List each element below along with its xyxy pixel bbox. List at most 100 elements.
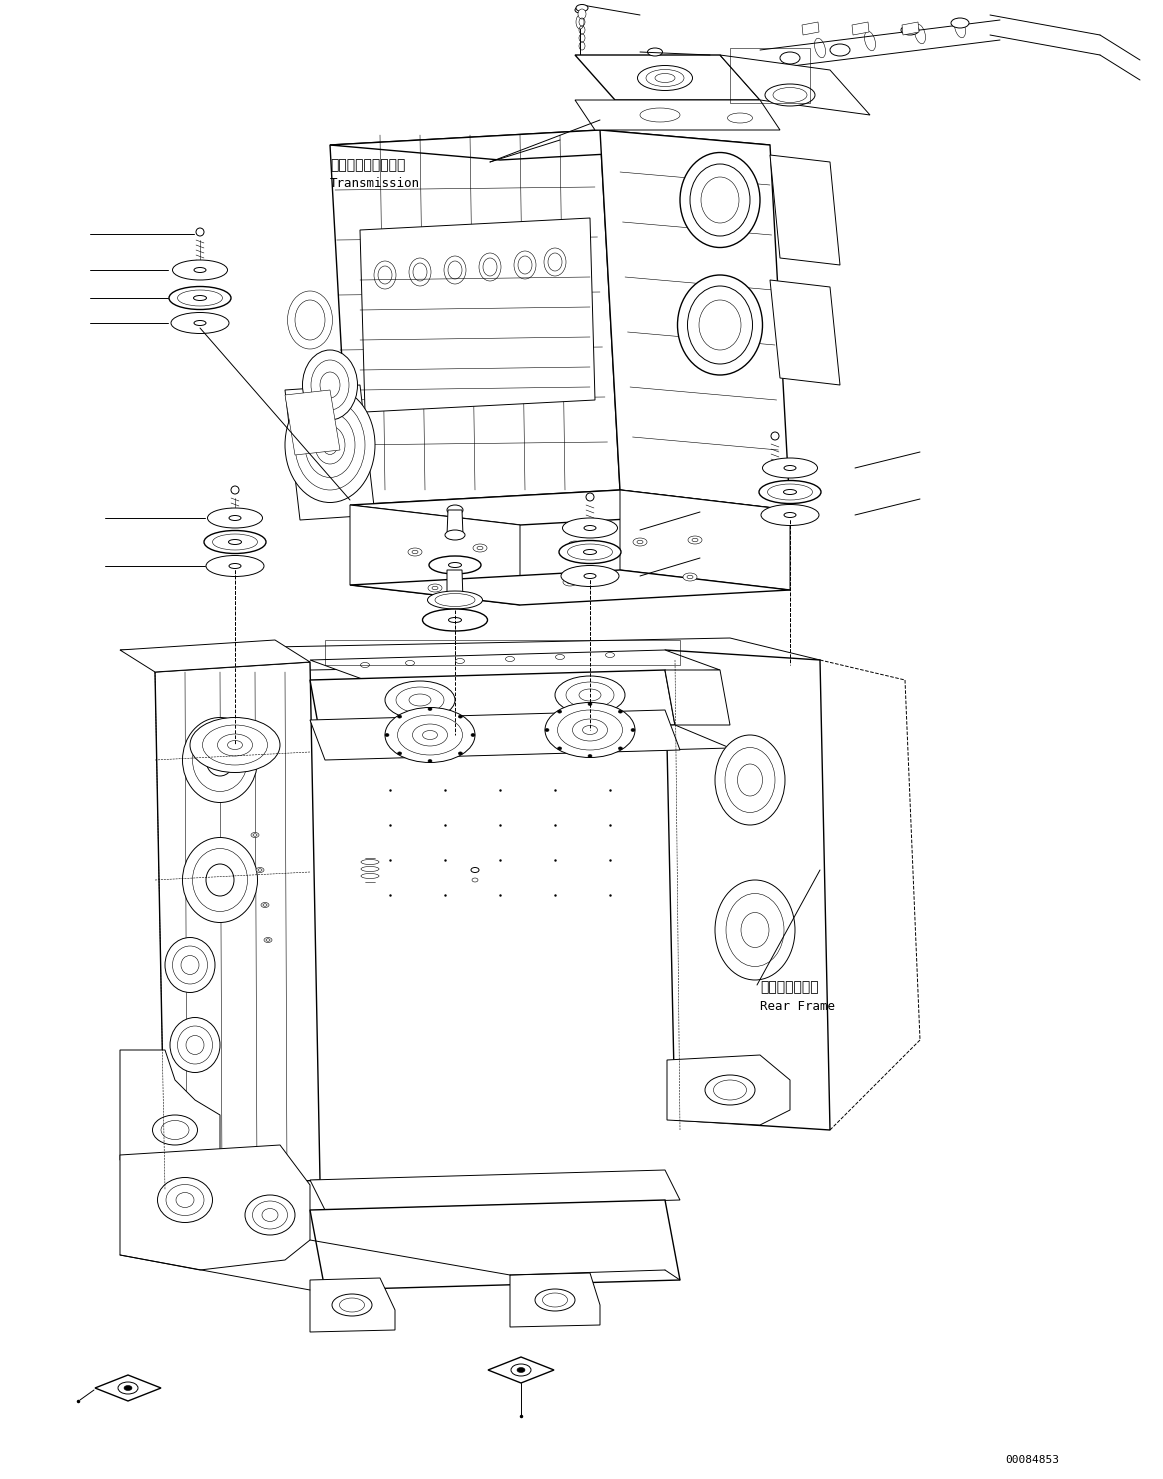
Ellipse shape [385,734,388,737]
Ellipse shape [692,538,698,541]
Ellipse shape [194,268,206,272]
Ellipse shape [287,291,333,349]
Ellipse shape [556,655,564,660]
Ellipse shape [687,575,693,578]
Ellipse shape [157,1177,213,1223]
Polygon shape [311,1199,680,1290]
Ellipse shape [784,466,795,470]
Ellipse shape [361,663,370,667]
Ellipse shape [471,734,475,737]
Ellipse shape [737,765,763,796]
Ellipse shape [566,682,614,708]
Ellipse shape [557,710,562,713]
Ellipse shape [176,1192,194,1207]
Ellipse shape [197,228,204,237]
Ellipse shape [361,874,379,879]
Ellipse shape [557,747,562,750]
Ellipse shape [186,1035,204,1055]
Ellipse shape [445,529,465,540]
Polygon shape [902,22,919,35]
Polygon shape [447,510,463,535]
Polygon shape [770,280,840,385]
Ellipse shape [152,1115,198,1145]
Ellipse shape [545,729,549,732]
Ellipse shape [406,661,414,666]
Ellipse shape [632,729,635,732]
Ellipse shape [385,707,475,763]
Ellipse shape [575,7,585,13]
Polygon shape [447,569,463,600]
Ellipse shape [266,939,270,941]
Ellipse shape [563,578,577,586]
Polygon shape [120,637,820,671]
Ellipse shape [741,913,769,948]
Ellipse shape [262,1208,278,1222]
Ellipse shape [322,435,337,454]
Ellipse shape [473,544,487,552]
Ellipse shape [584,525,595,531]
Ellipse shape [315,426,345,464]
Ellipse shape [217,734,252,756]
Polygon shape [311,1170,680,1210]
Ellipse shape [606,652,614,658]
Polygon shape [802,22,819,35]
Ellipse shape [165,938,215,992]
Ellipse shape [398,716,401,719]
Ellipse shape [572,719,607,741]
Ellipse shape [559,540,621,563]
Ellipse shape [511,1364,531,1375]
Ellipse shape [619,710,622,713]
Ellipse shape [422,731,437,740]
Polygon shape [665,649,830,1130]
Polygon shape [668,1055,790,1126]
Ellipse shape [637,65,692,90]
Text: Rear Frame: Rear Frame [759,1000,835,1013]
Ellipse shape [256,868,264,873]
Polygon shape [600,130,790,510]
Polygon shape [320,725,730,759]
Polygon shape [311,649,720,680]
Ellipse shape [207,507,263,528]
Polygon shape [665,670,730,725]
Bar [324,640,680,666]
Ellipse shape [124,1386,131,1390]
Polygon shape [330,130,620,504]
Ellipse shape [409,257,431,285]
Ellipse shape [169,287,231,309]
Ellipse shape [771,432,779,439]
Ellipse shape [181,955,199,975]
Ellipse shape [374,260,395,288]
Ellipse shape [190,717,280,772]
Ellipse shape [193,296,207,300]
Ellipse shape [229,563,241,568]
Ellipse shape [518,1368,525,1373]
Ellipse shape [568,541,582,549]
Bar [730,47,809,104]
Ellipse shape [413,725,448,745]
Ellipse shape [258,868,262,871]
Ellipse shape [428,707,431,710]
Ellipse shape [431,586,438,590]
Ellipse shape [263,904,267,907]
Ellipse shape [361,867,379,871]
Ellipse shape [449,618,462,623]
Polygon shape [575,101,780,130]
Ellipse shape [561,565,619,587]
Ellipse shape [231,487,240,494]
Ellipse shape [194,321,206,325]
Polygon shape [720,55,870,115]
Ellipse shape [422,609,487,632]
Ellipse shape [447,504,463,515]
Ellipse shape [206,864,234,896]
Ellipse shape [784,490,797,494]
Ellipse shape [206,556,264,577]
Ellipse shape [576,15,584,30]
Ellipse shape [586,493,594,501]
Ellipse shape [715,735,785,825]
Ellipse shape [535,1290,575,1310]
Ellipse shape [428,584,442,592]
Ellipse shape [765,84,815,106]
Ellipse shape [633,538,647,546]
Ellipse shape [572,543,578,547]
Text: リヤーフレーム: リヤーフレーム [759,981,819,994]
